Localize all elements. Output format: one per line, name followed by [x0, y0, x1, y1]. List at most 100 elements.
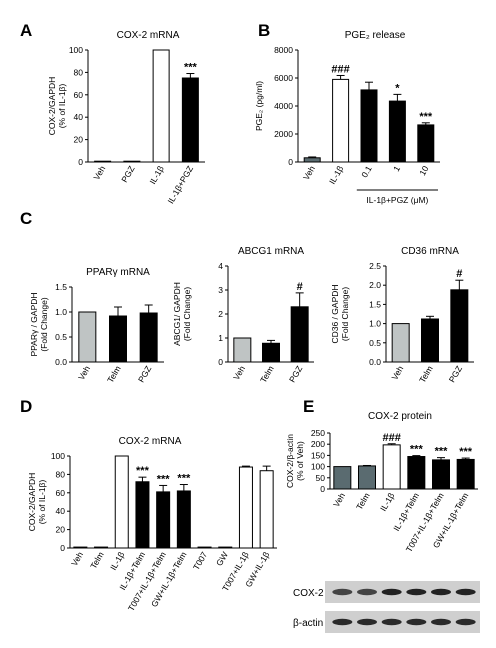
- blot-band: [332, 588, 353, 596]
- chart-panel-c3: CD36 mRNA 0.0 0.5 1.0 1.5 2.0 2.5 CD36 / GAPDH(…: [330, 246, 474, 385]
- y-tick-label: 0: [78, 157, 83, 167]
- significance-marker: #: [297, 281, 303, 293]
- bar: [73, 546, 88, 549]
- blot-label: COX-2: [293, 588, 324, 599]
- bar: [176, 490, 191, 549]
- y-tick-label: 0.5: [55, 332, 67, 342]
- bar: [114, 455, 129, 549]
- chart-title: COX-2 mRNA: [117, 30, 180, 41]
- y-tick-label: 1.0: [369, 319, 381, 329]
- y-tick-label: 20: [74, 135, 84, 145]
- y-axis-label: COX-2/β-actin: [285, 434, 295, 488]
- x-tick-label: Telm: [88, 550, 106, 571]
- x-tick-label: PGZ: [136, 364, 153, 384]
- significance-marker: ***: [459, 446, 473, 458]
- y-tick-label: 1.5: [55, 282, 67, 292]
- significance-marker: ***: [419, 111, 433, 123]
- x-tick-label: Telm: [354, 491, 372, 512]
- y-tick-label: 1.0: [55, 307, 67, 317]
- x-tick-label: 10: [417, 164, 431, 177]
- significance-marker: ***: [410, 444, 424, 456]
- y-tick-label: 4000: [274, 101, 293, 111]
- significance-marker: ###: [331, 63, 349, 75]
- x-tick-label: Telm: [258, 364, 276, 385]
- bar: [78, 311, 97, 363]
- x-tick-label: GW: [214, 550, 230, 568]
- y-axis-label: (% of Veh): [295, 441, 305, 481]
- y-tick-label: 2.5: [369, 261, 381, 271]
- chart-title: ABCG1 mRNA: [238, 246, 304, 257]
- bar: [139, 312, 158, 363]
- bar: [358, 465, 376, 490]
- x-tick-label: IL-1β: [147, 164, 165, 186]
- y-tick-label: 2000: [274, 129, 293, 139]
- x-tick-label: IL-1β: [378, 491, 396, 513]
- bar: [94, 546, 109, 549]
- bar: [360, 89, 378, 163]
- y-tick-label: 1.5: [369, 299, 381, 309]
- bar: [333, 466, 352, 490]
- y-axis-label: COX-2/GAPDH: [47, 77, 57, 136]
- bar: [391, 323, 410, 363]
- bar: [290, 306, 309, 363]
- bar: [456, 458, 475, 490]
- blot-band: [455, 618, 476, 626]
- y-axis-label: ABCG1/ GAPDH: [172, 282, 182, 346]
- y-axis-label: (% of IL-1β): [57, 84, 67, 129]
- bar: [238, 466, 253, 549]
- bar: [262, 342, 280, 363]
- bar: [417, 124, 435, 163]
- x-tick-label: Veh: [389, 364, 405, 382]
- significance-marker: ***: [184, 62, 198, 74]
- y-tick-label: 20: [56, 525, 66, 535]
- y-axis-label: (Fold Change): [340, 287, 350, 342]
- bar: [152, 49, 170, 163]
- y-tick-label: 0.0: [55, 357, 67, 367]
- bar: [197, 546, 212, 549]
- y-tick-label: 0: [288, 157, 293, 167]
- bar: [421, 318, 439, 363]
- blot-band: [406, 618, 427, 626]
- y-tick-label: 100: [69, 45, 83, 55]
- blot-band: [455, 588, 476, 596]
- y-tick-label: 100: [311, 462, 325, 472]
- x-tick-label: Veh: [231, 364, 247, 382]
- significance-marker: ***: [136, 465, 150, 477]
- blot-band: [406, 588, 427, 596]
- x-tick-label: PGZ: [287, 364, 304, 384]
- chart-title: PPARγ mRNA: [86, 267, 150, 278]
- y-tick-label: 3: [218, 285, 223, 295]
- chart-panel-c1: PPARγ mRNA 0.0 0.5 1.0 1.5 PPARγ / GAPDH (Fold…: [29, 267, 164, 385]
- x-tick-label: IL-1β+PGZ: [165, 164, 195, 205]
- group-label: IL-1β+PGZ (μM): [366, 195, 428, 205]
- blot-band: [357, 618, 377, 626]
- chart-panel-b: PGE₂ release 0 2000 4000 6000 8000 PGE₂ (pg/ml…: [254, 30, 440, 205]
- chart-panel-c2: ABCG1 mRNA 0 1 2 3 4 ABCG1/ GAPDH (Fold Change)…: [172, 246, 314, 385]
- blot-background: [325, 581, 480, 603]
- chart-panel-a: COX-2 mRNA 0 20 40 60 80 100 COX-2/GAPDH (% of I…: [47, 30, 205, 205]
- x-tick-label: PGZ: [447, 364, 464, 384]
- bar: [407, 456, 426, 490]
- blot-band: [381, 618, 402, 626]
- panel-label-c: C: [20, 209, 32, 228]
- chart-panel-d: COX-2 mRNA 0 20 40 60 80 100 COX-2/GAPDH (% of I…: [27, 436, 277, 613]
- chart-title: PGE₂ release: [345, 30, 406, 41]
- bar: [109, 315, 127, 363]
- significance-marker: *: [395, 82, 400, 94]
- x-tick-label: IL-1β: [327, 164, 345, 186]
- y-tick-label: 8000: [274, 45, 293, 55]
- significance-marker: ***: [435, 446, 449, 458]
- bar: [388, 100, 406, 163]
- x-tick-label: 0.1: [359, 164, 374, 179]
- bar: [432, 459, 450, 490]
- blot-background: [325, 611, 480, 633]
- y-tick-label: 60: [74, 90, 84, 100]
- x-tick-label: Veh: [301, 164, 317, 182]
- bar: [181, 77, 199, 163]
- y-tick-label: 100: [51, 451, 65, 461]
- panel-label-e: E: [303, 397, 314, 416]
- y-axis-label: (Fold Change): [39, 297, 49, 352]
- y-tick-label: 40: [56, 506, 66, 516]
- panel-label-d: D: [20, 397, 32, 416]
